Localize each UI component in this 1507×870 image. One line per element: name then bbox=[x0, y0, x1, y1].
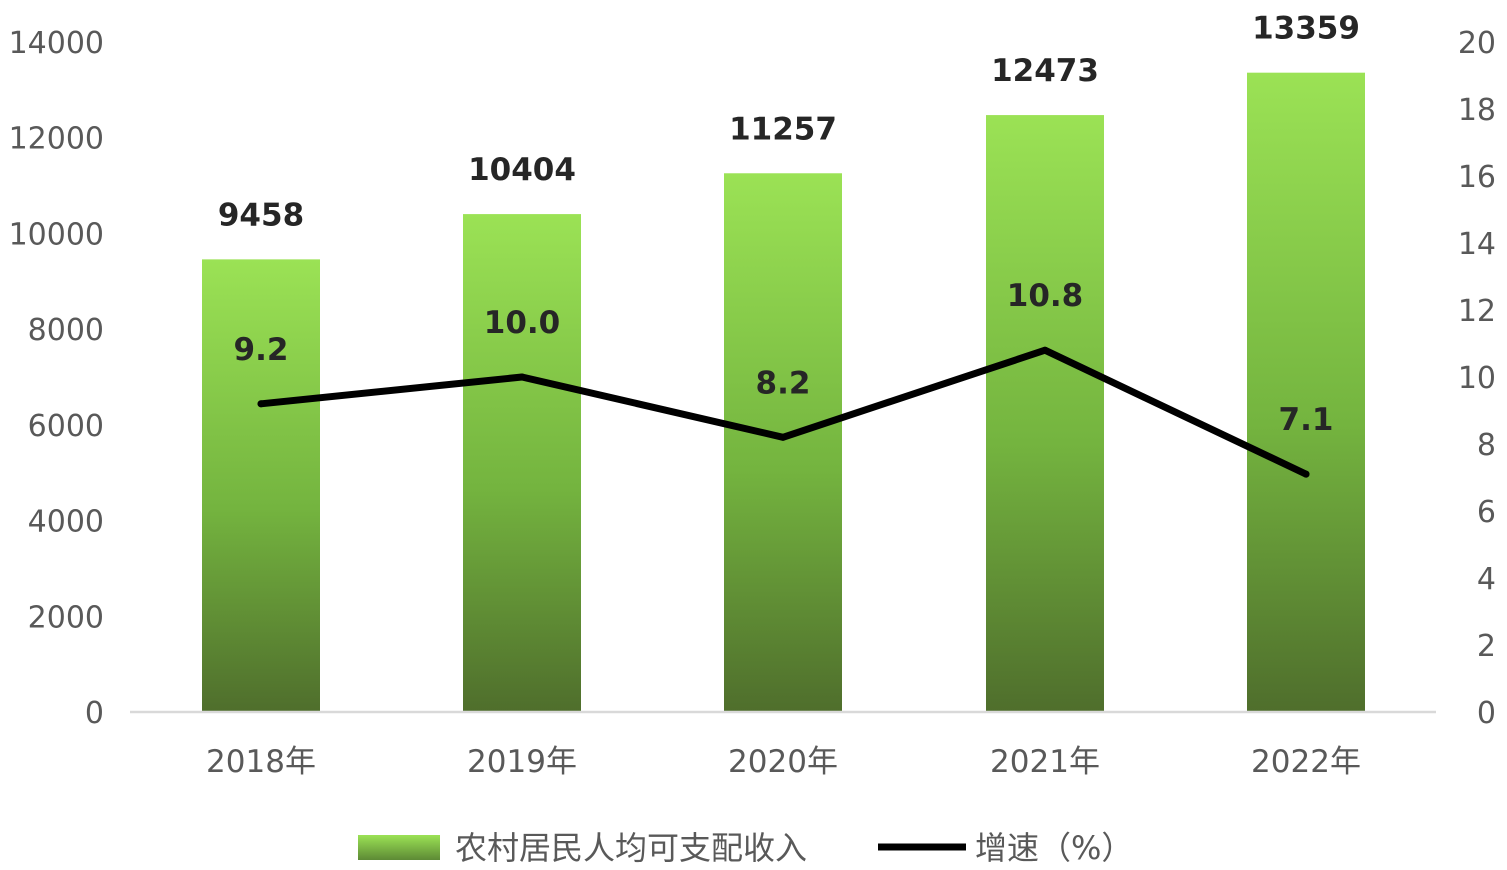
category-label: 2019年 bbox=[467, 744, 577, 780]
left-tick-label: 10000 bbox=[9, 217, 104, 252]
right-tick-label: 8 bbox=[1477, 428, 1496, 463]
bar bbox=[724, 173, 842, 712]
legend-label-bar: 农村居民人均可支配收入 bbox=[455, 829, 807, 867]
right-axis: 0 2 4 6 8 10 12 14 16 18 20 bbox=[1458, 26, 1496, 731]
right-tick-label: 16 bbox=[1458, 160, 1496, 195]
left-axis: 0 2000 4000 6000 8000 10000 12000 14000 bbox=[9, 26, 104, 731]
line-point bbox=[1041, 346, 1049, 354]
left-tick-label: 12000 bbox=[9, 122, 104, 157]
right-tick-label: 2 bbox=[1477, 629, 1496, 664]
line-value-label: 9.2 bbox=[234, 332, 289, 368]
bar-value-label: 13359 bbox=[1252, 11, 1360, 47]
data-labels: 9458 10404 11257 12473 13359 9.2 10.0 8.2 10.8 7.… bbox=[218, 11, 1360, 438]
right-tick-label: 18 bbox=[1458, 93, 1496, 128]
bar bbox=[986, 115, 1104, 712]
line-point bbox=[518, 373, 526, 381]
bar-value-label: 11257 bbox=[729, 111, 837, 147]
line-point bbox=[257, 400, 265, 408]
right-tick-label: 10 bbox=[1458, 361, 1496, 396]
x-axis: 2018年 2019年 2020年 2021年 2022年 bbox=[206, 744, 1361, 780]
bar bbox=[1247, 72, 1365, 712]
category-label: 2020年 bbox=[728, 744, 838, 780]
line-value-label: 8.2 bbox=[756, 365, 811, 401]
legend: 农村居民人均可支配收入 增速（%） bbox=[358, 829, 1133, 867]
line-point bbox=[779, 433, 787, 441]
category-label: 2022年 bbox=[1251, 744, 1361, 780]
right-tick-label: 12 bbox=[1458, 294, 1496, 329]
right-tick-label: 14 bbox=[1458, 227, 1496, 262]
line-value-label: 10.8 bbox=[1007, 278, 1084, 314]
left-tick-label: 8000 bbox=[28, 313, 104, 348]
line-value-label: 10.0 bbox=[484, 305, 561, 341]
left-tick-label: 2000 bbox=[28, 600, 104, 635]
left-tick-label: 6000 bbox=[28, 409, 104, 444]
category-label: 2018年 bbox=[206, 744, 316, 780]
right-tick-label: 0 bbox=[1477, 696, 1496, 731]
left-tick-label: 14000 bbox=[9, 26, 104, 61]
line-value-label: 7.1 bbox=[1279, 402, 1334, 438]
bar-value-label: 9458 bbox=[218, 197, 304, 233]
line-point bbox=[1302, 470, 1310, 478]
category-label: 2021年 bbox=[990, 744, 1100, 780]
left-tick-label: 4000 bbox=[28, 505, 104, 540]
bar-value-label: 12473 bbox=[991, 53, 1099, 89]
bar bbox=[463, 214, 581, 712]
line-series bbox=[257, 346, 1310, 478]
left-tick-label: 0 bbox=[85, 696, 104, 731]
bar-value-label: 10404 bbox=[468, 152, 576, 188]
right-tick-label: 6 bbox=[1477, 495, 1496, 530]
bar-series bbox=[202, 72, 1365, 712]
legend-swatch-bar bbox=[358, 835, 440, 860]
legend-label-line: 增速（%） bbox=[975, 829, 1133, 867]
bar bbox=[202, 259, 320, 712]
right-tick-label: 4 bbox=[1477, 562, 1496, 597]
right-tick-label: 20 bbox=[1458, 26, 1496, 61]
